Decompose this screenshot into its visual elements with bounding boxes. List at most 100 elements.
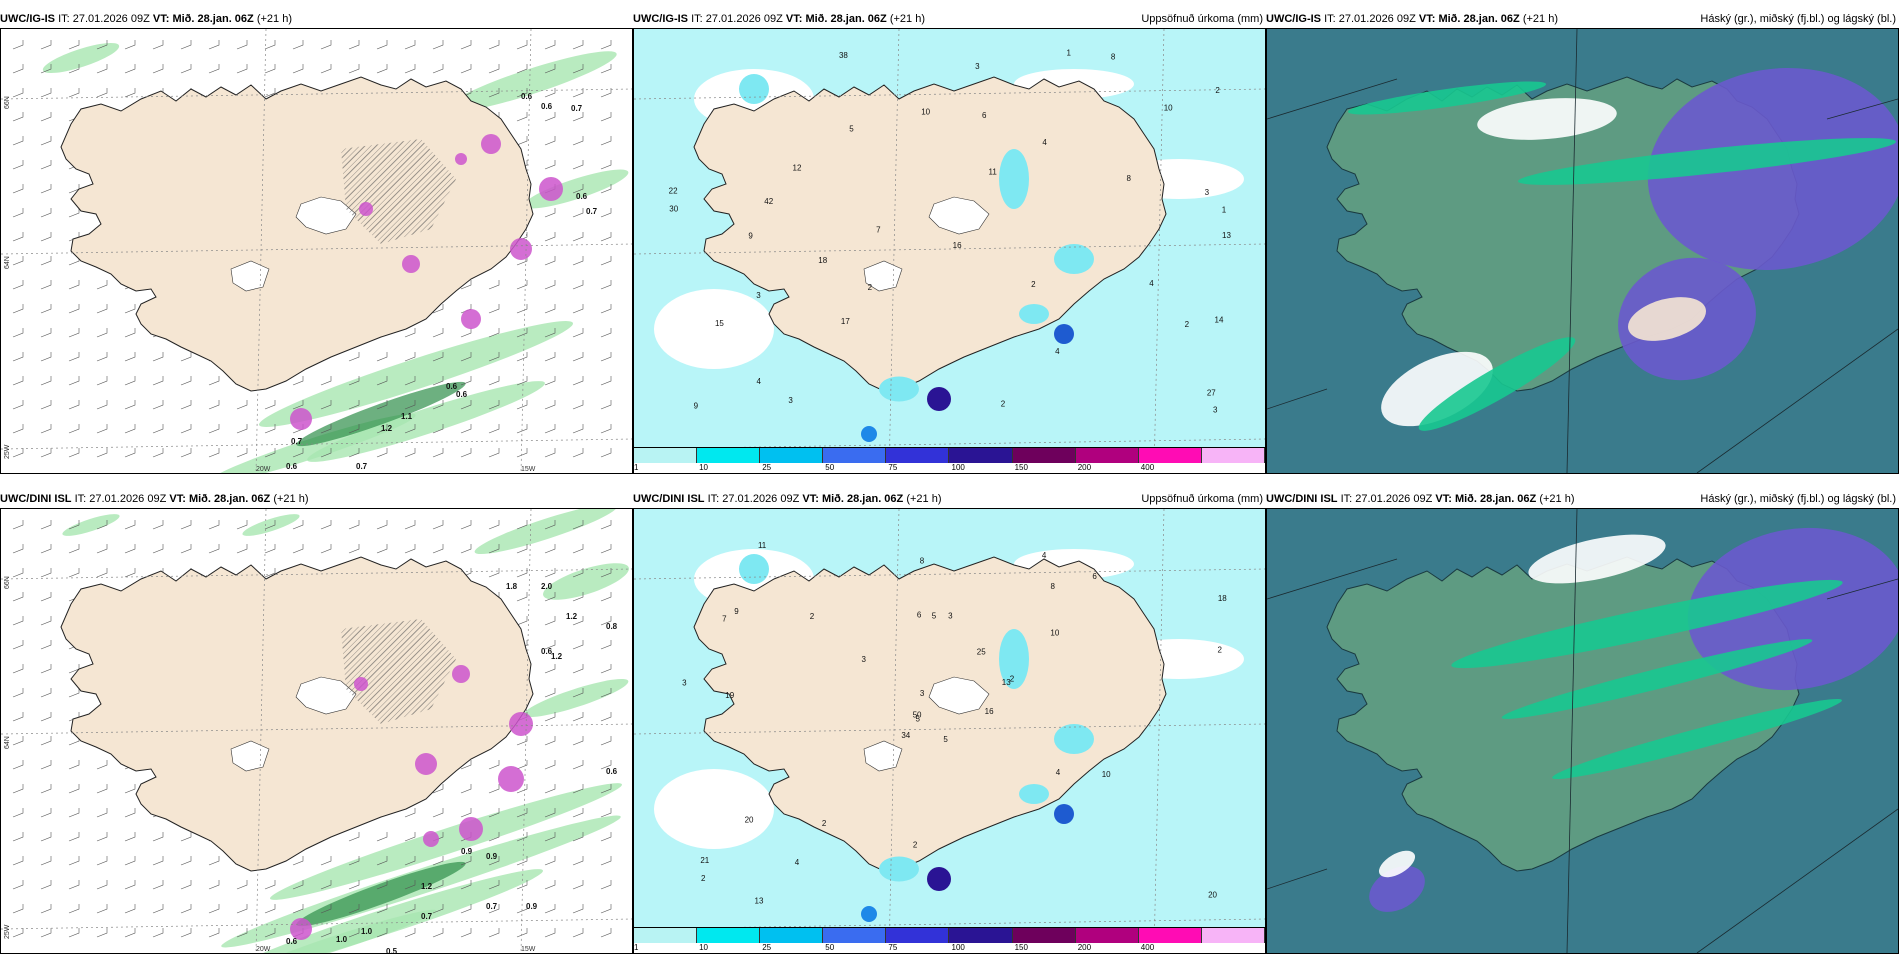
precip-value-label: 6 xyxy=(917,610,922,619)
colorbar-swatch xyxy=(1075,448,1139,464)
precip-area xyxy=(1019,784,1049,804)
init-time-label: IT: xyxy=(691,13,703,25)
precip-value-label: 11 xyxy=(758,541,767,550)
precip-value-label: 8 xyxy=(920,556,925,565)
wind-value-label: 1.0 xyxy=(336,935,348,944)
precip-area xyxy=(999,149,1029,209)
precip-value-label: 21 xyxy=(700,856,709,865)
grid-label: 20W xyxy=(256,466,271,473)
precip-cell xyxy=(359,202,373,216)
precip-value-label: 3 xyxy=(975,62,980,71)
colorbar-tick-label: 400 xyxy=(1140,463,1155,472)
precip-value-label: 4 xyxy=(795,858,800,867)
precip-area xyxy=(739,74,769,104)
colorbar-swatch xyxy=(1075,928,1139,944)
cloud-layer-area xyxy=(1418,337,1576,431)
precip-value-label: 30 xyxy=(669,205,678,214)
product-title: Háský (gr.), miðský (fj.bl.) og lágský (… xyxy=(1700,13,1896,25)
valid-time: Mið. 28.jan. 06Z xyxy=(1438,13,1520,25)
lead-time: (+21 h) xyxy=(1539,493,1575,505)
colorbar-tick-label: 150 xyxy=(1014,463,1028,472)
panel-header: UWC/DINI ISL IT: 27.01.2026 09Z VT: Mið.… xyxy=(0,490,633,508)
projection-lines xyxy=(1267,509,1898,953)
cloud-layer-area xyxy=(1647,67,1898,271)
product-title: Uppsöfnuð úrkoma (mm) xyxy=(1141,493,1263,505)
heavy-precip-cell xyxy=(861,906,877,922)
colorbar-tick-label: 1 xyxy=(634,463,639,472)
projection-lines xyxy=(1267,29,1898,473)
precip-value-label: 12 xyxy=(793,163,802,172)
map-view: 5 3 4 1 7 14 2 1 2 10 12 4 8 17 15 16 18 22 38 10 27 6 4 3 11 8 9 4… xyxy=(633,28,1266,474)
cloud-layer-area xyxy=(1477,98,1617,140)
model-name: UWC/IG-IS xyxy=(1266,13,1321,25)
valid-time-label: VT: xyxy=(152,13,170,25)
precip-value-label: 5 xyxy=(932,612,937,621)
heavy-precip-cell xyxy=(927,867,951,891)
no-precip-area xyxy=(654,289,774,369)
colorbar-swatches xyxy=(634,447,1265,464)
wind-gust-band xyxy=(206,413,416,473)
wind-value-label: 0.6 xyxy=(541,102,553,111)
grid-label: 64N xyxy=(4,736,11,749)
wind-value-label: 0.8 xyxy=(606,622,618,631)
lead-time: (+21 h) xyxy=(273,493,309,505)
colorbar-swatch xyxy=(634,928,698,944)
valid-time: Mið. 28.jan. 06Z xyxy=(172,13,254,25)
forecast-panel-precip-dini: UWC/DINI ISL IT: 27.01.2026 09Z VT: Mið.… xyxy=(633,490,1266,954)
precip-value-label: 13 xyxy=(1002,678,1011,687)
precip-area xyxy=(1019,304,1049,324)
map-view: 1.8 2.0 1.2 0.8 0.6 0.9 0.9 0.7 0.9 1.2 0.7 1.0 0.6 1… xyxy=(0,508,633,954)
precip-value-label: 4 xyxy=(1042,138,1047,147)
precip-colorbar: 1 10 25 50 75 100 150 200 400 xyxy=(634,927,1265,953)
graticule xyxy=(1,29,632,473)
precip-value-label: 9 xyxy=(748,232,753,241)
colorbar-tick-label: 200 xyxy=(1077,943,1092,952)
wind-gust-band xyxy=(42,42,120,74)
wind-value-label: 0.7 xyxy=(571,104,583,113)
wind-value-label: 0.7 xyxy=(291,437,303,446)
forecast-panel-wind-dini: UWC/DINI ISL IT: 27.01.2026 09Z VT: Mið.… xyxy=(0,490,633,954)
precip-cell xyxy=(509,712,533,736)
precip-area xyxy=(739,554,769,584)
map-canvas xyxy=(1267,29,1898,473)
wind-gust-band xyxy=(245,909,437,953)
precip-value-label: 3 xyxy=(920,689,925,698)
precip-value-label: 7 xyxy=(722,615,727,624)
colorbar-swatch xyxy=(634,448,698,464)
glacier-area xyxy=(928,196,990,235)
init-time: 27.01.2026 09Z xyxy=(72,13,150,25)
precip-value-label: 2 xyxy=(1215,86,1220,95)
glacier-area xyxy=(230,260,270,292)
cloud-layer-area xyxy=(1347,81,1547,115)
precip-value-label: 13 xyxy=(1222,231,1231,240)
precip-value-label: 3 xyxy=(1213,406,1218,415)
precip-cell xyxy=(498,766,524,792)
precip-value-label: 3 xyxy=(788,396,793,405)
precip-area xyxy=(1054,244,1094,274)
init-time-label: IT: xyxy=(58,13,70,25)
colorbar-swatch xyxy=(823,448,887,464)
forecast-panel-cloud-igis: UWC/IG-IS IT: 27.01.2026 09Z VT: Mið. 28… xyxy=(1266,10,1899,474)
valid-time: Mið. 28.jan. 06Z xyxy=(821,493,904,505)
wind-gust-band xyxy=(62,514,120,536)
heavy-precip-cell xyxy=(861,426,877,442)
precip-value-label: 8 xyxy=(1111,52,1116,61)
precip-value-label: 2 xyxy=(1185,320,1190,329)
precip-cell xyxy=(539,177,563,201)
wind-value-label: 0.9 xyxy=(486,852,498,861)
wind-value-label: 0.6 xyxy=(541,647,553,656)
init-time: 27.01.2026 09Z xyxy=(89,493,167,505)
glacier-area xyxy=(863,740,903,772)
wind-value-label: 1.2 xyxy=(381,424,393,433)
glacier-area xyxy=(928,676,990,715)
wind-value-label: 1.8 xyxy=(506,582,518,591)
glacier-area xyxy=(295,196,357,235)
precip-value-label: 20 xyxy=(745,816,754,825)
init-time-label: IT: xyxy=(1324,13,1336,25)
precip-value-label: 8 xyxy=(1126,174,1131,183)
precip-value-label: 7 xyxy=(876,225,881,234)
precip-value-label: 3 xyxy=(682,679,687,688)
grid-label: 66N xyxy=(4,96,11,109)
wind-value-label: 0.9 xyxy=(526,902,538,911)
map-canvas: 1.8 2.01.20.80.60.90.90.7 0.91.20.71.00.6 1… xyxy=(1,509,632,953)
